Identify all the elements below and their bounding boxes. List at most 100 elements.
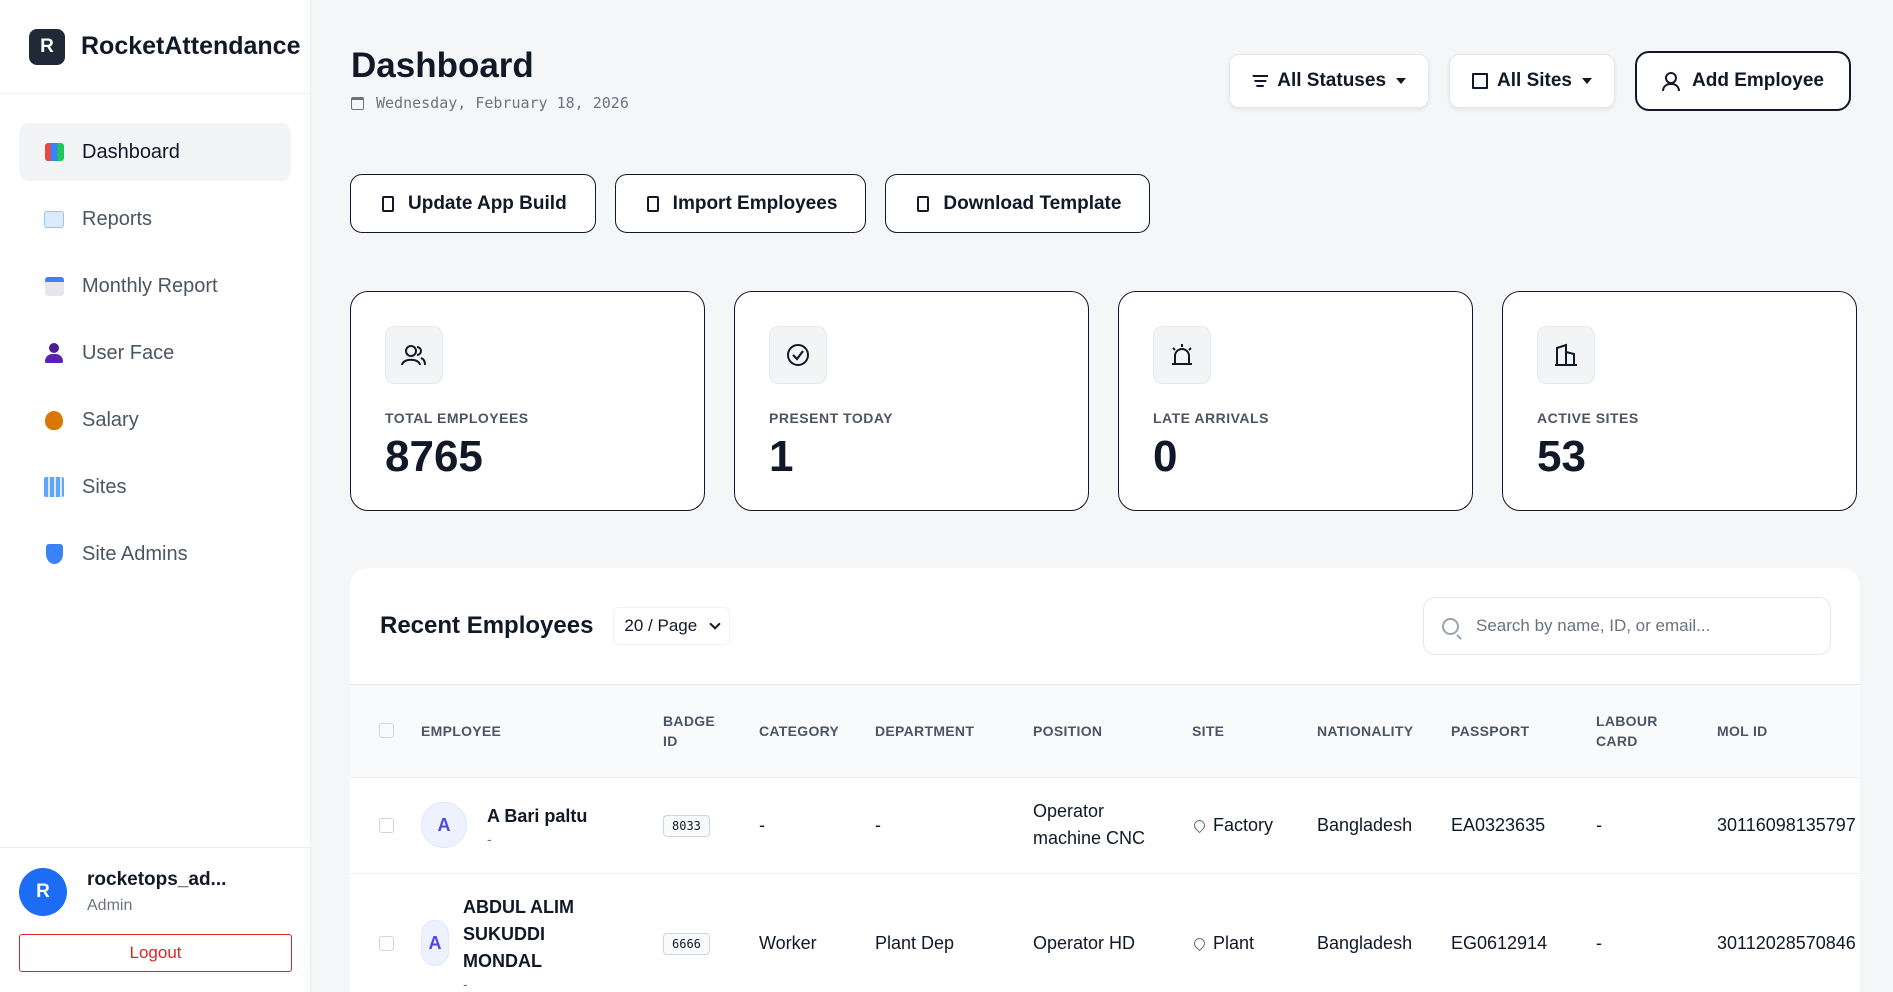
logout-button[interactable]: Logout	[19, 934, 292, 972]
employee-avatar: A	[421, 920, 449, 966]
status-filter-dropdown[interactable]: All Statuses	[1229, 54, 1430, 108]
stat-value: 53	[1537, 432, 1586, 481]
sidebar-item-sites[interactable]: Sites	[19, 458, 291, 516]
site-filter-dropdown[interactable]: All Sites	[1449, 54, 1615, 108]
employee-name[interactable]: A Bari paltu	[487, 805, 588, 826]
table-row[interactable]: A A Bari paltu - 8033 - - Operator machi…	[350, 777, 1860, 874]
col-nationality[interactable]: NATIONALITY	[1317, 685, 1451, 778]
download-template-label: Download Template	[943, 192, 1122, 214]
search-icon	[1442, 617, 1459, 635]
building-icon	[42, 475, 66, 499]
department-cell: -	[875, 777, 1033, 874]
sidebar-item-label: Salary	[82, 408, 139, 431]
user-profile[interactable]: R rocketops_ad... Admin	[19, 868, 291, 916]
sidebar-item-site-admins[interactable]: Site Admins	[19, 525, 291, 583]
sidebar-item-label: Monthly Report	[82, 274, 218, 297]
money-bag-icon	[42, 408, 66, 432]
stat-label: PRESENT TODAY	[769, 410, 893, 426]
calendar-icon	[42, 274, 66, 298]
brand[interactable]: R RocketAttendance	[0, 0, 310, 94]
stat-label: ACTIVE SITES	[1537, 410, 1639, 426]
col-department[interactable]: DEPARTMENT	[875, 685, 1033, 778]
employee-cell: A ABDUL ALIM SUKUDDI MONDAL -	[421, 873, 663, 992]
col-employee[interactable]: EMPLOYEE	[421, 685, 663, 778]
col-site[interactable]: SITE	[1192, 685, 1317, 778]
col-badge-id[interactable]: BADGE ID	[663, 685, 759, 778]
labour-card-cell: -	[1596, 777, 1717, 874]
building-icon	[1537, 326, 1595, 384]
sidebar-item-dashboard[interactable]: Dashboard	[19, 123, 291, 181]
update-app-build-label: Update App Build	[408, 192, 567, 214]
stats-row: TOTAL EMPLOYEES 8765 PRESENT TODAY 1 LAT…	[350, 291, 1886, 511]
brand-logo: R	[29, 28, 65, 65]
mol-id-cell: 30116098135797	[1717, 777, 1860, 874]
position-text: Operator HD	[1033, 932, 1136, 953]
check-circle-icon	[769, 326, 827, 384]
stat-card-late-arrivals: LATE ARRIVALS 0	[1118, 291, 1473, 511]
import-employees-button[interactable]: Import Employees	[614, 174, 867, 233]
row-checkbox[interactable]	[379, 817, 394, 833]
page-date: Wednesday, February 18, 2026	[351, 94, 629, 112]
update-app-build-button[interactable]: Update App Build	[350, 174, 596, 233]
category-cell: -	[759, 777, 875, 874]
status-filter-label: All Statuses	[1277, 70, 1387, 91]
location-pin-icon	[1191, 817, 1208, 833]
filter-icon	[1252, 75, 1269, 87]
per-page-select[interactable]: 20 / Page	[613, 607, 731, 645]
line-chart-icon	[42, 207, 66, 231]
employee-subtext: -	[463, 975, 468, 992]
table-row[interactable]: A ABDUL ALIM SUKUDDI MONDAL - 6666 Worke…	[350, 873, 1860, 992]
employee-avatar: A	[421, 802, 467, 848]
col-position[interactable]: POSITION	[1033, 685, 1192, 778]
download-template-button[interactable]: Download Template	[885, 174, 1151, 233]
search-input[interactable]: Search by name, ID, or email...	[1423, 597, 1831, 655]
row-select-cell	[350, 777, 421, 874]
phone-icon	[382, 195, 394, 212]
add-employee-button[interactable]: Add Employee	[1635, 51, 1851, 111]
bar-chart-icon	[42, 140, 66, 164]
sidebar-item-salary[interactable]: Salary	[19, 391, 291, 449]
col-mol-id[interactable]: MOL ID	[1717, 685, 1860, 778]
col-badge-id-label: BADGE ID	[663, 712, 716, 749]
sidebar: R RocketAttendance Dashboard Reports Mon…	[0, 0, 311, 992]
header-actions: All Statuses All Sites Add Employee	[1209, 51, 1851, 111]
site-text: Factory	[1213, 814, 1274, 835]
search-placeholder: Search by name, ID, or email...	[1476, 616, 1711, 635]
col-labour-card-label: LABOUR CARD	[1596, 712, 1658, 749]
user-silhouette-icon	[42, 341, 66, 365]
action-buttons: Update App Build Import Employees Downlo…	[350, 174, 1169, 233]
row-checkbox[interactable]	[379, 935, 394, 951]
sidebar-item-reports[interactable]: Reports	[19, 190, 291, 248]
sidebar-item-label: Dashboard	[82, 140, 180, 163]
table-header-row: EMPLOYEE BADGE ID CATEGORY DEPARTMENT PO…	[350, 685, 1860, 778]
shield-icon	[42, 542, 66, 566]
sidebar-item-user-face[interactable]: User Face	[19, 324, 291, 382]
nationality-cell: Bangladesh	[1317, 777, 1451, 874]
nationality-cell: Bangladesh	[1317, 873, 1451, 992]
passport-cell: EG0612914	[1451, 873, 1596, 992]
col-category[interactable]: CATEGORY	[759, 685, 875, 778]
mol-id-cell: 30112028570846	[1717, 873, 1860, 992]
employee-subtext: -	[487, 830, 492, 847]
position-text: Operator machine CNC	[1033, 801, 1146, 848]
stat-label: LATE ARRIVALS	[1153, 410, 1269, 426]
employee-cell: A A Bari paltu -	[421, 777, 663, 874]
recent-employees-panel: Recent Employees 20 / Page Search by nam…	[350, 568, 1860, 992]
avatar: R	[19, 868, 67, 916]
col-labour-card[interactable]: LABOUR CARD	[1596, 685, 1717, 778]
site-filter-label: All Sites	[1497, 70, 1572, 91]
select-all-cell	[350, 685, 421, 778]
caret-down-icon	[1582, 78, 1592, 84]
labour-card-cell: -	[1596, 873, 1717, 992]
position-cell: Operator HD	[1033, 873, 1192, 992]
document-icon	[917, 195, 930, 212]
calendar-icon	[351, 96, 364, 110]
building-icon	[1472, 73, 1489, 89]
category-cell: Worker	[759, 873, 875, 992]
sidebar-item-label: Reports	[82, 207, 153, 230]
sidebar-item-monthly-report[interactable]: Monthly Report	[19, 257, 291, 315]
person-add-icon	[1662, 72, 1680, 91]
employee-name[interactable]: ABDUL ALIM SUKUDDI MONDAL	[463, 896, 574, 971]
select-all-checkbox[interactable]	[379, 723, 394, 739]
col-passport[interactable]: PASSPORT	[1451, 685, 1596, 778]
